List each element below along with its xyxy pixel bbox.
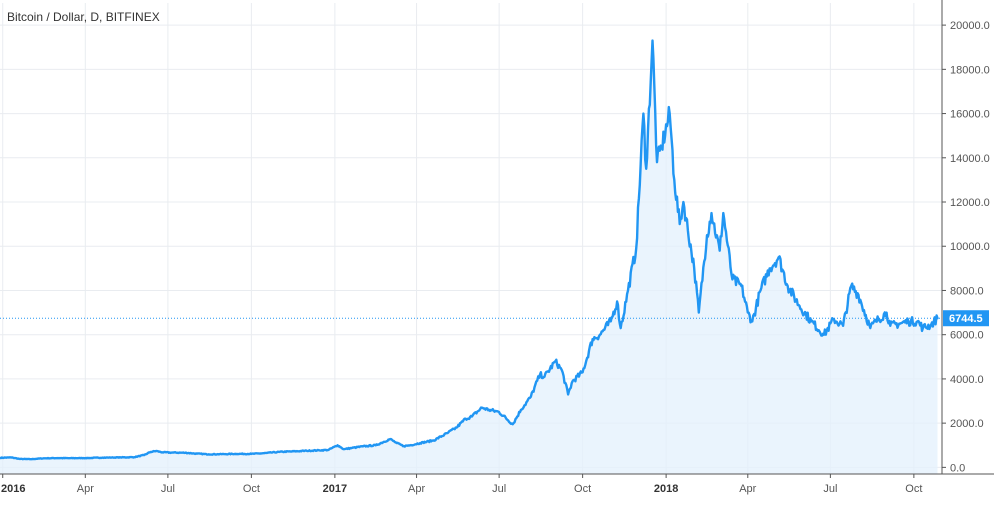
x-tick-label: Apr <box>77 483 94 495</box>
x-tick-label: 2016 <box>1 483 25 495</box>
y-tick-label: 6000.0 <box>950 330 984 342</box>
x-tick-label: Oct <box>243 483 260 495</box>
y-tick-label: 16000.0 <box>950 109 990 121</box>
last-value-label: 6744.5 <box>949 313 983 325</box>
y-axis-ticks: 0.0 2000.0 4000.0 6000.0 8000.0 10000.0 12000.… <box>950 20 990 474</box>
x-tick-label: Oct <box>574 483 591 495</box>
x-tick-label: Apr <box>739 483 756 495</box>
x-tick-label: 2018 <box>654 483 678 495</box>
last-value-marker: 6744.5 <box>0 310 989 327</box>
x-tick-label: 2017 <box>323 483 347 495</box>
series-layer <box>0 39 939 474</box>
y-tick-label: 8000.0 <box>950 285 984 297</box>
price-area-fill <box>0 40 938 474</box>
y-tick-label: 14000.0 <box>950 153 990 165</box>
x-tick-label: Oct <box>905 483 922 495</box>
price-line <box>0 39 939 461</box>
x-tick-label: Jul <box>492 483 506 495</box>
axes <box>0 0 994 478</box>
y-tick-label: 18000.0 <box>950 64 990 76</box>
y-tick-label: 20000.0 <box>950 20 990 32</box>
x-tick-label: Jul <box>161 483 175 495</box>
y-tick-label: 12000.0 <box>950 197 990 209</box>
x-tick-label: Apr <box>408 483 425 495</box>
y-tick-label: 4000.0 <box>950 374 984 386</box>
y-tick-label: 10000.0 <box>950 241 990 253</box>
chart-title: Bitcoin / Dollar, D, BITFINEX <box>7 10 160 24</box>
y-tick-label: 0.0 <box>950 462 965 474</box>
y-tick-label: 2000.0 <box>950 418 984 430</box>
last-value-badge <box>943 310 989 327</box>
x-axis-ticks: 2016 Apr Jul Oct 2017 Apr Jul Oct 2018 Apr Jul Oct <box>1 483 922 495</box>
x-tick-label: Jul <box>823 483 837 495</box>
